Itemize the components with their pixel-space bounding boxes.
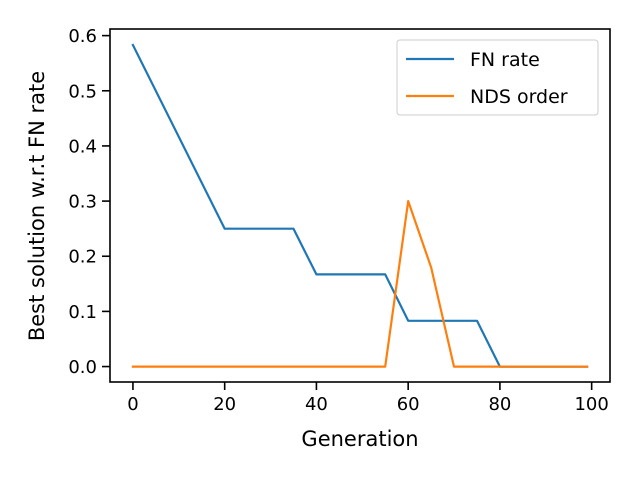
y-tick-label: 0.2 [68, 247, 97, 268]
x-axis-label: Generation [301, 427, 418, 451]
y-axis-ticks: 0.0 0.1 0.2 0.3 0.4 0.5 0.6 [68, 26, 110, 378]
y-tick-label: 0.5 [68, 81, 97, 102]
legend: FN rate NDS order [396, 39, 599, 116]
y-tick-label: 0.4 [68, 136, 97, 157]
x-tick-label: 60 [397, 394, 420, 415]
y-axis-label: Best solution w.r.t FN rate [25, 71, 49, 341]
x-tick-label: 20 [213, 394, 236, 415]
y-tick-label: 0.1 [68, 302, 97, 323]
x-tick-label: 40 [305, 394, 328, 415]
x-tick-label: 100 [574, 394, 608, 415]
y-tick-label: 0.0 [68, 357, 97, 378]
series-layer [131, 43, 589, 368]
legend-items: FN rate NDS order [406, 49, 568, 108]
y-tick-label: 0.6 [68, 26, 97, 47]
x-tick-label: 0 [127, 394, 138, 415]
plot-frame [109, 28, 611, 383]
legend-label-1: NDS order [470, 86, 568, 108]
x-tick-label: 80 [488, 394, 511, 415]
legend-label-0: FN rate [470, 49, 540, 71]
y-tick-label: 0.3 [68, 192, 97, 213]
series-line-0 [131, 43, 589, 368]
x-axis-ticks: 0 20 40 60 80 100 [127, 382, 609, 415]
series-line-1 [131, 200, 589, 368]
